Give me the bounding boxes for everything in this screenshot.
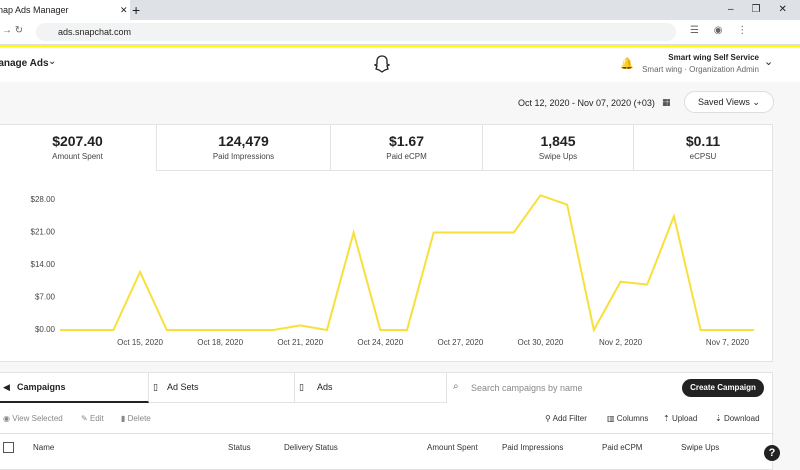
saved-views[interactable]: Saved Views ⌄: [684, 91, 774, 113]
metrics-chart-card: $207.40 Amount Spent 124,479 Paid Impressi…: [0, 124, 773, 362]
menu-caret[interactable]: ⌄: [48, 56, 57, 67]
account-name[interactable]: Smart wing Self Service: [668, 53, 759, 62]
tab-ads[interactable]: ▯ Ads: [295, 373, 447, 403]
tab-campaigns[interactable]: ◀ Campaigns: [0, 373, 149, 403]
tool-label: Upload: [671, 414, 698, 423]
column-header[interactable]: Paid Impressions: [502, 443, 564, 452]
notifications[interactable]: 🔔: [620, 58, 634, 70]
account-caret[interactable]: ⌄: [764, 56, 774, 68]
action-view-selected[interactable]: ◉ View Selected: [3, 414, 63, 423]
action-edit[interactable]: ✎ Edit: [81, 414, 104, 423]
campaigns-card: ◀ Campaigns ▯ Ad Sets ▯ Ads ⌕ Search campai…: [0, 372, 774, 470]
metric-value: $207.40: [52, 133, 103, 149]
app-header: Manage Ads ⌄ 🔔 Smart wing Self Service S…: [0, 45, 800, 84]
address-bar: → ↻ ads.snapchat.com ☰ ◉ ⋮: [0, 20, 800, 45]
action-label: Edit: [89, 414, 104, 423]
tab-label: Ads: [317, 382, 333, 392]
tool-upload[interactable]: ⇡ Upload: [663, 414, 698, 423]
metric-tab[interactable]: 124,479 Paid Impressions: [157, 125, 331, 171]
tab-title: Snap Ads Manager: [0, 5, 69, 15]
tab-label: Ad Sets: [167, 382, 199, 392]
account-role: Smart wing · Organization Admin: [642, 65, 759, 74]
metric-label: eCPSU: [689, 152, 717, 161]
column-header[interactable]: Status: [228, 443, 251, 452]
metric-label: Swipe Ups: [538, 152, 578, 161]
metric-tab[interactable]: $207.40 Amount Spent: [0, 125, 157, 171]
metric-label: Amount Spent: [52, 152, 103, 161]
metric-value: 1,845: [540, 133, 576, 149]
browser-tab-bar: Snap Ads Manager ✕ + –❐✕: [0, 0, 800, 20]
nav-buttons[interactable]: → ↻: [2, 25, 24, 36]
button-label: Create Campaign: [690, 383, 756, 392]
window-controls[interactable]: –❐✕: [728, 4, 800, 15]
browser-tab[interactable]: Snap Ads Manager ✕: [0, 0, 130, 20]
metric-tab[interactable]: $0.11 eCPSU: [634, 125, 772, 171]
tool-add-filter[interactable]: ⚲ Add Filter: [545, 414, 587, 423]
column-header[interactable]: Paid eCPM: [602, 443, 643, 452]
action-label: Delete: [127, 414, 151, 423]
create-campaign-button[interactable]: Create Campaign: [682, 379, 764, 397]
metric-tab[interactable]: 1,845 Swipe Ups: [483, 125, 634, 171]
main-area: Oct 12, 2020 - Nov 07, 2020 (+03) ▦ Save…: [0, 82, 800, 470]
tool-download[interactable]: ⇣ Download: [715, 414, 760, 423]
extensions[interactable]: ☰ ◉ ⋮: [690, 25, 754, 36]
tab-close[interactable]: ✕: [120, 5, 128, 15]
omnibox[interactable]: ads.snapchat.com: [36, 23, 676, 41]
divider: [0, 433, 774, 434]
search-icon: ⌕: [453, 381, 459, 392]
column-header[interactable]: Swipe Ups: [681, 443, 720, 452]
tool-columns[interactable]: ▥ Columns: [607, 414, 649, 423]
new-tab[interactable]: +: [132, 2, 141, 18]
column-header[interactable]: Amount Spent: [427, 443, 478, 452]
metric-label: Paid Impressions: [212, 152, 275, 161]
tab-label: Campaigns: [17, 382, 66, 392]
snap-logo: [374, 55, 390, 73]
tool-label: Download: [723, 414, 760, 423]
column-header[interactable]: Delivery Status: [284, 443, 338, 452]
action-delete[interactable]: ▮ Delete: [121, 414, 151, 423]
tool-label: Columns: [616, 414, 649, 423]
url: ads.snapchat.com: [58, 27, 132, 37]
metric-label: Paid eCPM: [386, 152, 427, 161]
tool-label: Add Filter: [552, 414, 587, 423]
help-button[interactable]: ?: [764, 445, 780, 461]
search-input[interactable]: Search campaigns by name: [471, 383, 583, 393]
saved-views-label: Saved Views: [698, 97, 750, 107]
manage-ads-menu[interactable]: Manage Ads: [0, 58, 49, 69]
metric-value: 124,479: [218, 133, 269, 149]
metric-value: $1.67: [388, 133, 425, 149]
metric-tab[interactable]: $1.67 Paid eCPM: [331, 125, 483, 171]
column-header[interactable]: Name: [33, 443, 55, 452]
calendar-icon[interactable]: ▦: [662, 97, 671, 107]
metric-value: $0.11: [685, 133, 721, 149]
select-all-checkbox[interactable]: [3, 442, 14, 453]
tab-adsets[interactable]: ▯ Ad Sets: [149, 373, 295, 403]
date-range[interactable]: Oct 12, 2020 - Nov 07, 2020 (+03): [518, 98, 655, 108]
action-label: View Selected: [12, 414, 63, 423]
